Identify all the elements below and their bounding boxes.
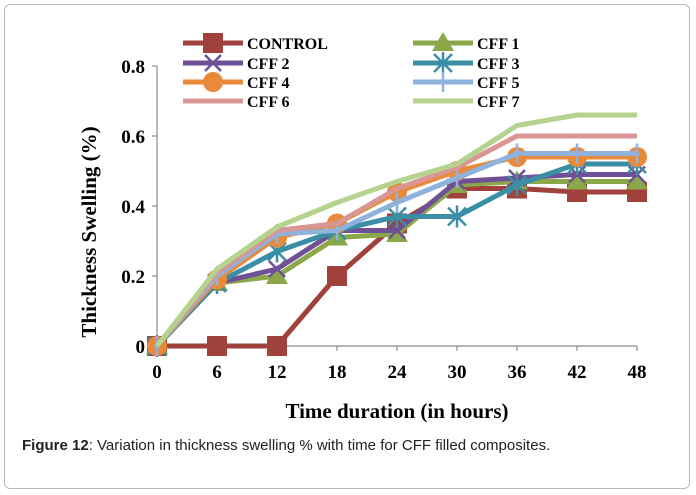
data-point	[207, 336, 227, 356]
data-point	[566, 170, 588, 190]
data-point	[266, 265, 288, 284]
data-point	[634, 143, 640, 164]
x-tick-label: 6	[212, 362, 222, 383]
y-tick-labels: 0 0.2 0.4 0.6 0.8	[121, 57, 145, 358]
data-point	[268, 260, 286, 278]
legend-entry: CFF 3	[413, 52, 520, 74]
line-chart: 0 0.2 0.4 0.6 0.8 0 6 12 18 24 30 36 42 48 CONTROL CF…	[77, 32, 648, 423]
legend-swatch-marker	[433, 52, 453, 74]
x-tick-label: 42	[568, 362, 587, 383]
data-point	[447, 205, 467, 228]
y-tick-label: 0	[136, 337, 146, 358]
data-point	[574, 143, 580, 164]
legend-entry: CFF 7	[413, 94, 520, 111]
data-point	[267, 336, 287, 356]
legend-entry: CONTROL	[183, 33, 328, 53]
y-tick-label: 0.2	[121, 267, 145, 288]
legend: CONTROL CFF 1 CFF 2 CFF 3 CFF 4 CFF 5 CFF 6 CFF…	[183, 32, 520, 111]
x-tick-label: 0	[152, 362, 162, 383]
legend-swatch-marker	[432, 32, 454, 51]
legend-label: CFF 2	[247, 56, 290, 73]
series-line	[155, 112, 637, 348]
data-point	[626, 170, 648, 190]
legend-label: CFF 7	[477, 94, 520, 111]
legend-entry: CFF 1	[413, 32, 520, 53]
x-tick-label: 30	[448, 362, 467, 383]
legend-swatch-marker	[204, 54, 222, 72]
legend-label: CFF 6	[247, 94, 290, 111]
series-layer	[146, 112, 648, 357]
x-tick-label: 12	[268, 362, 287, 383]
legend-swatch-marker	[440, 72, 446, 92]
legend-label: CFF 4	[247, 75, 290, 92]
legend-swatch-marker	[203, 33, 223, 53]
legend-entry: CFF 6	[183, 94, 290, 111]
caption-text: : Variation in thickness swelling % with…	[88, 437, 551, 454]
y-tick-label: 0.4	[121, 197, 145, 218]
y-tick-label: 0.6	[121, 127, 145, 148]
caption-label: Figure 12	[22, 437, 89, 454]
x-axis-label: Time duration (in hours)	[285, 399, 508, 423]
data-point	[388, 221, 406, 240]
axes	[152, 65, 638, 351]
x-tick-label: 18	[328, 362, 347, 383]
data-point	[394, 192, 400, 213]
series-cff-6	[155, 133, 637, 348]
data-point	[507, 174, 527, 196]
x-tick-label: 36	[508, 362, 527, 383]
legend-entry: CFF 5	[413, 72, 520, 92]
series-line	[155, 133, 637, 348]
legend-entry: CFF 4	[183, 72, 290, 92]
x-tick-labels: 0 6 12 18 24 30 36 42 48	[152, 362, 646, 383]
data-point	[454, 168, 460, 188]
x-tick-label: 48	[628, 362, 647, 383]
legend-label: CFF 1	[477, 36, 520, 53]
legend-label: CFF 5	[477, 75, 520, 92]
legend-label: CFF 3	[477, 56, 520, 73]
figure-caption: Figure 12: Variation in thickness swelli…	[22, 436, 664, 456]
legend-swatch-marker	[203, 72, 223, 92]
legend-entry: CFF 2	[183, 54, 290, 73]
data-point	[327, 266, 347, 286]
figure-frame	[4, 4, 690, 489]
data-point	[514, 143, 520, 164]
series-cff-7	[155, 112, 637, 348]
x-tick-label: 24	[388, 362, 408, 383]
y-tick-label: 0.8	[121, 57, 145, 78]
legend-label: CONTROL	[247, 36, 328, 53]
y-axis-label: Thickness Swelling (%)	[77, 126, 101, 337]
